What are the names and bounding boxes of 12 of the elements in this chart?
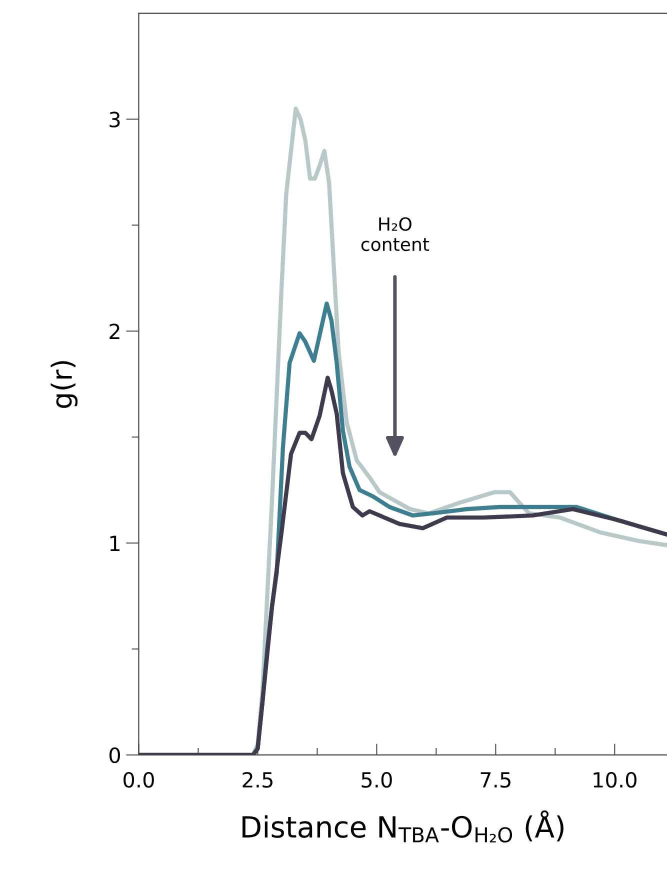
- y-axis-title: g(r): [50, 361, 78, 408]
- y-tick-label: 1: [110, 536, 120, 551]
- y-tick-label: 2: [110, 324, 120, 340]
- x-tick-label: 7.5: [480, 772, 510, 788]
- y-tick-label: 0: [109, 747, 120, 764]
- annotation: H₂O content: [361, 217, 430, 252]
- y-tick-label: 3: [110, 112, 120, 128]
- x-tick-label: 2.5: [242, 772, 272, 788]
- x-tick-label: 10.0: [594, 772, 636, 788]
- x-tick-label: 5.0: [362, 772, 392, 788]
- x-axis-title: Distance N$_{TBA}$-O$_{H₂O}$ (Å): [242, 810, 564, 843]
- x-tick-label: 0.0: [124, 772, 154, 788]
